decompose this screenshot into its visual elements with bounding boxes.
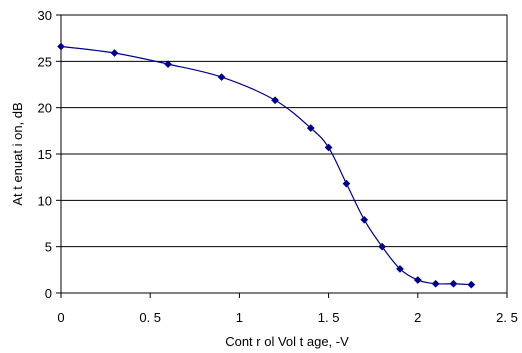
y-tick-labels: 0 5 10 15 20 25 30 — [38, 8, 52, 301]
data-point — [360, 215, 369, 224]
x-axis-title: Cont r ol Vol t age, -V — [225, 334, 349, 349]
data-point — [378, 242, 387, 251]
data-point — [396, 264, 404, 273]
series-line — [60, 45, 472, 286]
data-point — [467, 280, 476, 289]
data-point — [306, 124, 315, 133]
data-point — [324, 143, 333, 152]
data-point — [431, 279, 440, 288]
data-point — [217, 73, 226, 82]
x-tick-label: 2. 5 — [496, 310, 518, 325]
y-tick-label: 30 — [38, 8, 52, 23]
x-tick-label: 1 — [236, 310, 243, 325]
data-point — [449, 279, 458, 288]
data-point — [57, 42, 65, 51]
data-point — [413, 276, 422, 284]
y-tick-label: 10 — [38, 193, 52, 208]
data-point — [271, 96, 280, 105]
y-tick-label: 0 — [45, 286, 52, 301]
data-point — [164, 60, 172, 69]
axis-ticks — [56, 14, 508, 298]
data-point — [110, 49, 119, 57]
y-axis-title: At t enuat i on, dB — [10, 102, 25, 205]
series-markers — [57, 42, 476, 289]
x-tick-label: 2 — [414, 310, 421, 325]
y-tick-label: 5 — [45, 240, 52, 255]
y-tick-label: 25 — [38, 54, 52, 69]
data-point — [342, 179, 351, 188]
x-tick-label: 0. 5 — [139, 310, 161, 325]
gridlines — [61, 60, 507, 248]
y-tick-label: 15 — [38, 147, 52, 162]
x-tick-label: 0 — [57, 310, 64, 325]
x-tick-labels: 0 0. 5 1 1. 5 2 2. 5 — [57, 310, 517, 325]
y-tick-label: 20 — [38, 101, 52, 116]
x-tick-label: 1. 5 — [318, 310, 340, 325]
